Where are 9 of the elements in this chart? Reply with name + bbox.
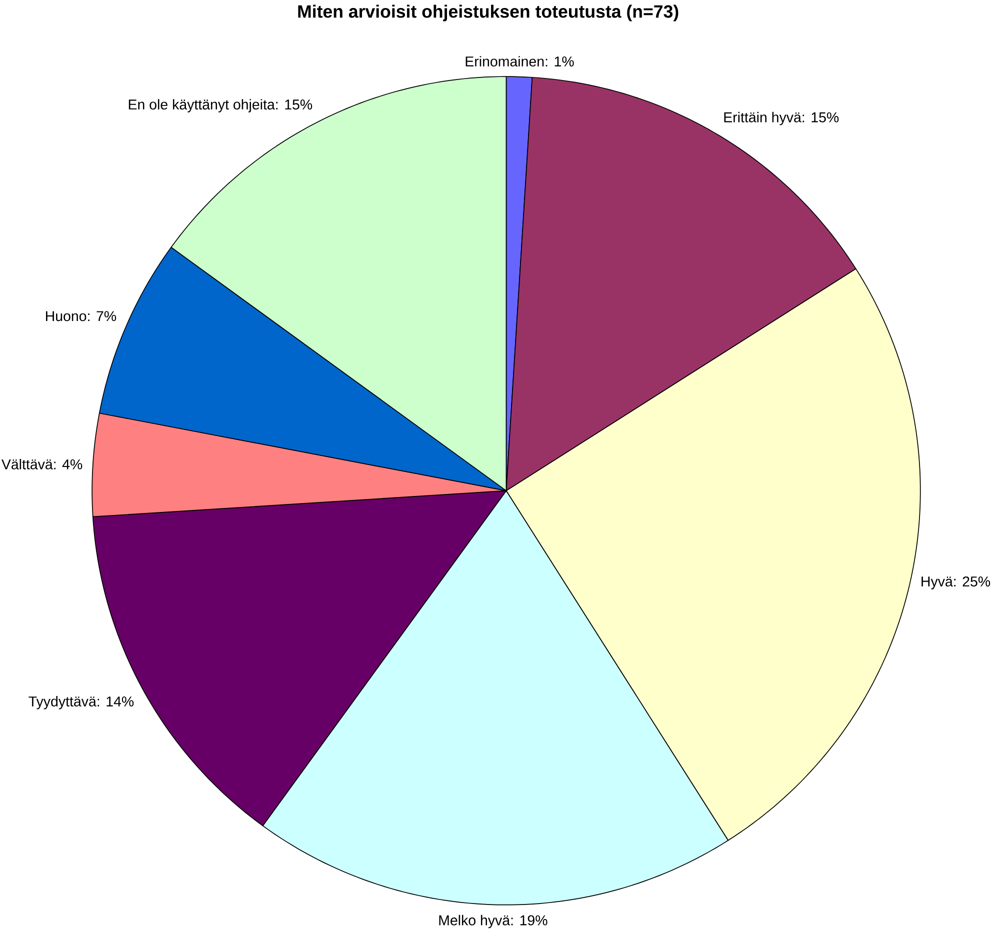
slice-label: Tyydyttävä: 14% (28, 696, 134, 710)
chart-title: Miten arvioisit ohjeistuksen toteutusta (n=73) (298, 4, 678, 22)
slice-label: En ole käyttänyt ohjeita: 15% (128, 99, 312, 113)
slice-label: Erinomainen: 1% (466, 56, 574, 67)
slice-label: Erittäin hyvä: 15% (724, 112, 839, 126)
slice-label: Huono: 7% (46, 311, 116, 322)
slice-label: Melko hyvä: 19% (439, 915, 548, 928)
slice-label: Välttävä: 4% (1, 459, 82, 470)
slice-label: Hyvä: 25% (922, 576, 990, 590)
